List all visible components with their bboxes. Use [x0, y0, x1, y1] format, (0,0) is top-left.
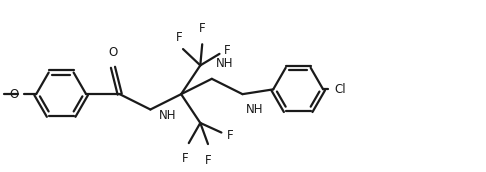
Text: F: F: [182, 152, 188, 165]
Text: O: O: [108, 46, 118, 59]
Text: O: O: [10, 88, 19, 101]
Text: F: F: [176, 31, 183, 44]
Text: NH: NH: [158, 109, 176, 122]
Text: Cl: Cl: [335, 83, 346, 96]
Text: F: F: [227, 129, 234, 142]
Text: NH: NH: [216, 57, 233, 70]
Text: NH: NH: [246, 103, 264, 116]
Text: F: F: [199, 22, 206, 35]
Text: F: F: [205, 154, 211, 167]
Text: F: F: [224, 44, 231, 57]
